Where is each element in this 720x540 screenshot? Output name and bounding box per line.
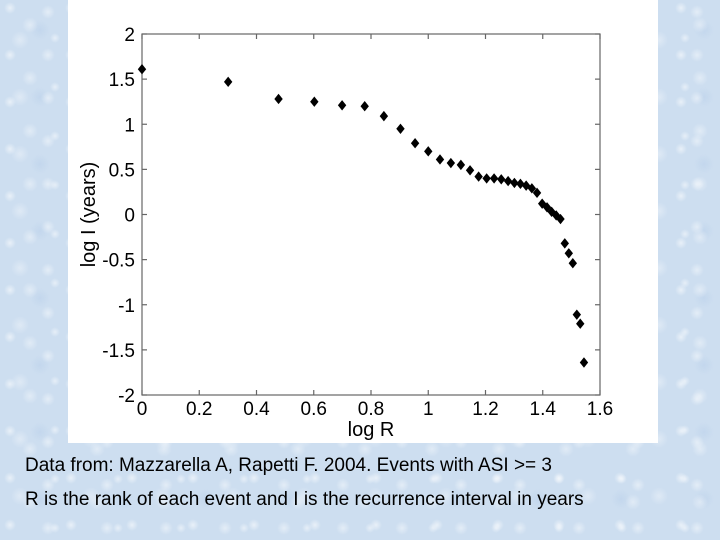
data-point-diamond xyxy=(503,175,513,187)
data-point-diamond xyxy=(223,76,233,88)
data-point-diamond xyxy=(516,178,525,190)
caption-data-source: Data from: Mazzarella A, Rapetti F. 2004… xyxy=(25,455,552,476)
y-tick-label: -1 xyxy=(118,296,135,317)
data-point-diamond xyxy=(446,157,456,169)
y-tick-label: -2 xyxy=(118,386,135,407)
data-point-diamond xyxy=(379,110,389,122)
x-tick-label: 1 xyxy=(423,399,434,420)
data-point-diamond xyxy=(474,171,483,182)
data-point-diamond xyxy=(552,210,561,221)
data-point-diamond xyxy=(410,138,420,149)
data-point-diamond xyxy=(360,101,369,112)
y-tick-label: 1 xyxy=(124,115,135,136)
data-point-diamond xyxy=(424,146,433,157)
x-tick-label: 0.8 xyxy=(358,399,384,420)
data-point-diamond xyxy=(576,318,585,329)
x-axis-label: log R xyxy=(348,419,395,441)
data-point-diamond xyxy=(489,173,499,184)
data-point-diamond xyxy=(537,198,547,209)
x-tick-label: 1.4 xyxy=(530,399,557,420)
y-axis-label: log I (years) xyxy=(78,162,100,268)
x-tick-label: 0.6 xyxy=(301,399,327,420)
caption-variables-explanation: R is the rank of each event and I is the… xyxy=(25,489,584,510)
scatter-chart: 0 0.2 0.4 0.6 0.8 1 1.2 1.4 1.6 2 1.5 1 0.5 0 -0.5 -1 -1… xyxy=(78,25,613,441)
data-point-diamond xyxy=(310,96,319,107)
y-tick-label: 2 xyxy=(124,25,135,46)
x-tick-label: 0.4 xyxy=(243,399,270,420)
y-tick-label: -0.5 xyxy=(102,251,135,272)
x-tick-label: 0 xyxy=(137,399,148,420)
x-tick-label: 1.6 xyxy=(587,399,613,420)
data-point-diamond xyxy=(568,258,578,269)
data-point-diamond xyxy=(510,177,519,189)
data-point-diamond xyxy=(572,309,582,320)
data-point-diamond xyxy=(337,100,347,111)
data-point-diamond xyxy=(396,123,405,134)
data-point-diamond xyxy=(560,238,569,249)
x-tick-label: 0.2 xyxy=(186,399,212,420)
data-point-diamond xyxy=(482,173,491,184)
data-point-diamond xyxy=(456,159,466,171)
chart-panel: 0 0.2 0.4 0.6 0.8 1 1.2 1.4 1.6 2 1.5 1 0.5 0 -0.5 -1 -1… xyxy=(68,0,658,443)
data-point-diamond xyxy=(542,202,552,213)
data-point-diamond xyxy=(137,63,147,75)
data-point-diamond xyxy=(579,357,589,368)
y-tick-label: 0.5 xyxy=(109,160,135,181)
data-point-diamond xyxy=(497,174,506,185)
data-point-diamond xyxy=(274,93,283,105)
data-point-diamond xyxy=(435,154,445,165)
data-point-diamond xyxy=(532,187,542,199)
y-tick-label: 0 xyxy=(124,206,135,227)
y-tick-label: -1.5 xyxy=(102,341,135,362)
data-point-diamond xyxy=(465,165,475,176)
plot-box xyxy=(141,33,601,396)
x-tick-label: 1.2 xyxy=(472,399,498,420)
y-tick-label: 1.5 xyxy=(109,70,135,91)
data-point-diamond xyxy=(564,248,573,259)
